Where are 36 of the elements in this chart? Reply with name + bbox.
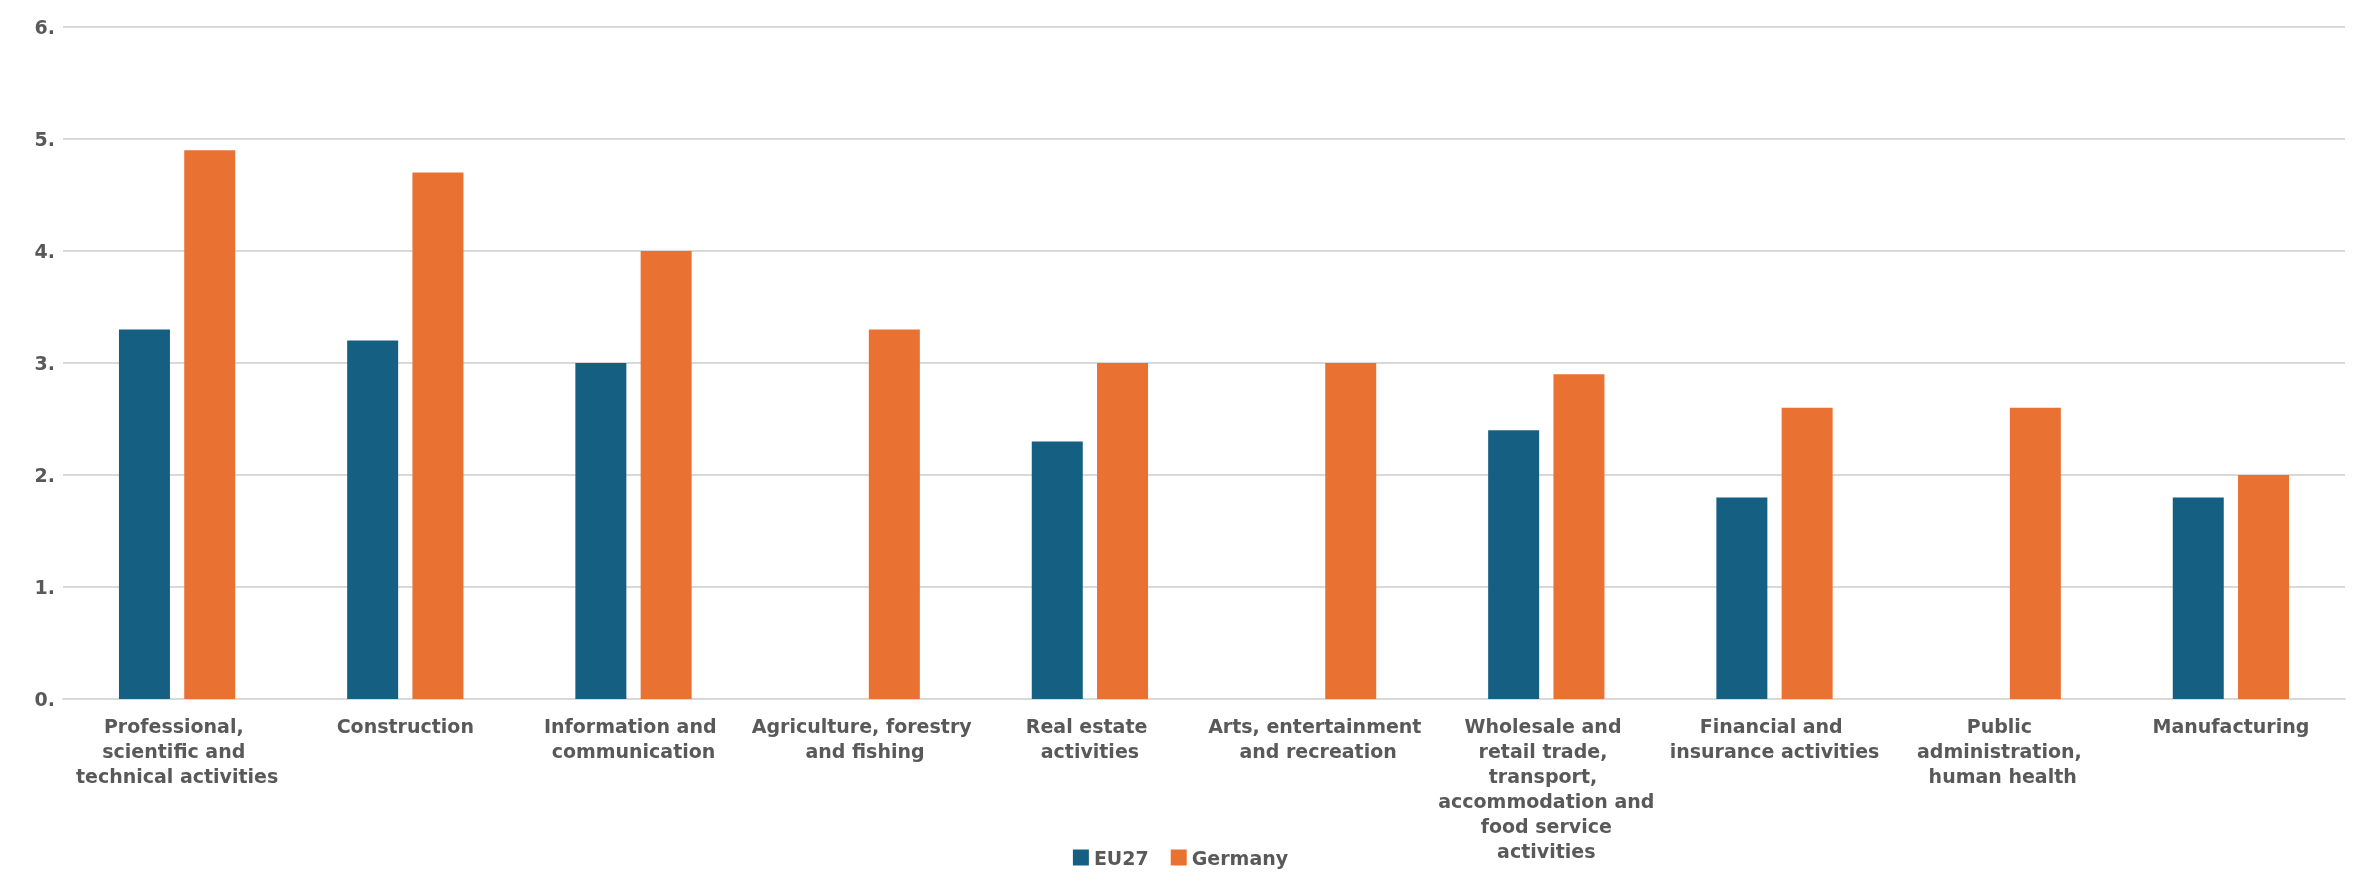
bar (184, 150, 236, 699)
x-tick-label: Professional, scientific and technical activities (75, 714, 279, 787)
bar (1553, 374, 1605, 699)
bar (118, 329, 170, 699)
bar (1031, 441, 1083, 699)
bar (640, 251, 692, 699)
x-tick-label: Financial and insurance activities (1669, 714, 1880, 762)
legend-label: Germany (1191, 846, 1289, 869)
bar (412, 172, 464, 699)
y-tick-label: 4. (34, 240, 55, 262)
bar (1781, 407, 1833, 699)
bar (2172, 497, 2224, 699)
x-tick-label: Manufacturing (2152, 714, 2310, 737)
x-tick-label: Real estate activities (1025, 714, 1154, 762)
bar (2009, 407, 2061, 699)
x-tick-label: Construction (336, 714, 474, 737)
y-tick-label: 5. (34, 128, 55, 150)
y-tick-label: 1. (34, 576, 55, 598)
legend-label: EU27 (1093, 846, 1149, 869)
x-tick-label: Agriculture, forestry and fishing (751, 714, 973, 762)
y-tick-label: 6. (34, 16, 55, 38)
y-tick-label: 0. (34, 688, 55, 710)
x-tick-label: Information and communication (543, 714, 724, 762)
y-tick-label: 3. (34, 352, 55, 374)
bar (1488, 430, 1540, 699)
bar (347, 340, 399, 699)
x-tick-label: Wholesale and retail trade, transport, accommodation and food service activities (1438, 714, 1655, 862)
x-tick-label: Arts, entertainment and recreation (1208, 714, 1429, 762)
bar (1097, 363, 1149, 699)
bar (868, 329, 920, 699)
x-tick-label: Public administration, human health (1917, 714, 2089, 787)
bar (1716, 497, 1768, 699)
bar (575, 363, 627, 699)
y-tick-label: 2. (34, 464, 55, 486)
bar (2238, 475, 2290, 699)
bar (1325, 363, 1377, 699)
